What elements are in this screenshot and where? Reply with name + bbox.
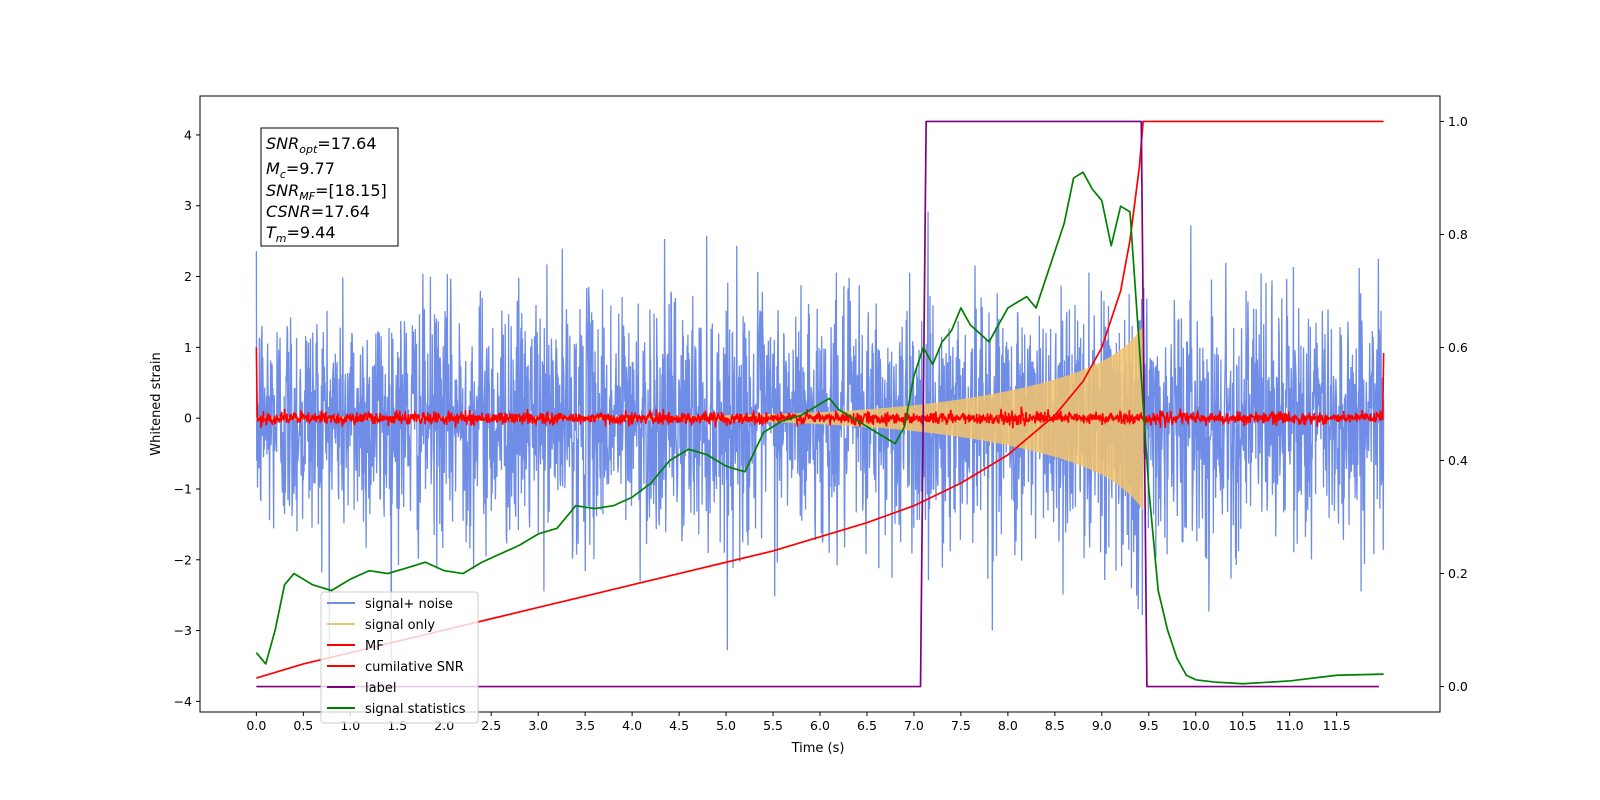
x-tick-label: 7.0 (904, 718, 924, 733)
annotation-line-tm: Tm=9.44 (266, 223, 336, 245)
y-axis-right: 1.0 0.8 0.6 0.4 0.2 0.0 (1440, 114, 1468, 694)
y2-tick-label: 0.4 (1448, 453, 1468, 468)
x-tick-label: 8.5 (1045, 718, 1065, 733)
x-tick-label: 7.5 (951, 718, 971, 733)
x-tick-label: 9.0 (1092, 718, 1112, 733)
legend-label-signal-only: signal only (365, 618, 435, 633)
series-signal-statistics (255, 171, 1384, 685)
x-tick-label: 10.5 (1229, 718, 1257, 733)
x-tick-label: 11.0 (1276, 718, 1304, 733)
x-tick-label: 2.5 (481, 718, 501, 733)
y-tick-label: 0 (184, 411, 192, 426)
x-tick-label: 8.0 (998, 718, 1018, 733)
annotation-line-snr-opt: SNRopt=17.64 (266, 134, 377, 156)
x-tick-label: 6.0 (810, 718, 830, 733)
y2-tick-label: 0.0 (1448, 679, 1468, 694)
x-tick-label: 6.5 (857, 718, 877, 733)
legend-label-signal-noise: signal+ noise (365, 597, 453, 612)
y-tick-label: 2 (184, 269, 192, 284)
y2-tick-label: 1.0 (1448, 114, 1468, 129)
x-tick-label: 5.0 (716, 718, 736, 733)
x-tick-label: 4.5 (669, 718, 689, 733)
series-mf (255, 347, 1385, 429)
legend-label-label: label (365, 681, 396, 696)
legend-label-cumulative-snr: cumilative SNR (365, 660, 464, 675)
y-tick-label: 3 (184, 198, 192, 213)
y-tick-label: 4 (184, 127, 192, 142)
series-label (256, 120, 1379, 688)
x-tick-label: 0.5 (293, 718, 313, 733)
annotation-line-mc: Mc=9.77 (266, 159, 335, 181)
annotation-box: SNRopt=17.64 Mc=9.77 SNRMF=[18.15] CSNR=… (260, 127, 399, 247)
x-tick-label: 5.5 (763, 718, 783, 733)
x-axis-label: Time (s) (791, 741, 845, 756)
x-tick-label: 10.0 (1182, 718, 1210, 733)
y-tick-label: 1 (184, 340, 192, 355)
y-tick-label: −1 (174, 481, 192, 496)
legend: signal+ noise signal only MF cumilative … (320, 591, 479, 724)
x-tick-label: 9.5 (1139, 718, 1159, 733)
x-tick-label: 11.5 (1323, 718, 1351, 733)
y-axis-label: Whitened strain (149, 352, 164, 455)
x-tick-label: 3.0 (528, 718, 548, 733)
y2-tick-label: 0.2 (1448, 566, 1468, 581)
x-tick-label: 4.0 (622, 718, 642, 733)
y2-tick-label: 0.6 (1448, 340, 1468, 355)
x-tick-label: 0.0 (246, 718, 266, 733)
y2-tick-label: 0.8 (1448, 227, 1468, 242)
annotation-line-csnr: CSNR=17.64 (266, 202, 370, 221)
y-tick-label: −3 (174, 623, 192, 638)
legend-label-mf: MF (365, 639, 384, 654)
y-tick-label: −4 (174, 694, 192, 709)
y-axis-left: 4 3 2 1 0 −1 −2 −3 −4 (174, 127, 200, 709)
annotation-line-snr-mf: SNRMF=[18.15] (266, 181, 387, 203)
x-tick-label: 3.5 (575, 718, 595, 733)
x-axis: 0.0 0.5 1.0 1.5 2.0 2.5 3.0 3.5 4.0 4.5 5.0 5.5 6.0 6… (246, 712, 1351, 733)
legend-label-signal-statistics: signal statistics (365, 702, 466, 717)
y-tick-label: −2 (174, 552, 192, 567)
legend-box (320, 591, 479, 724)
